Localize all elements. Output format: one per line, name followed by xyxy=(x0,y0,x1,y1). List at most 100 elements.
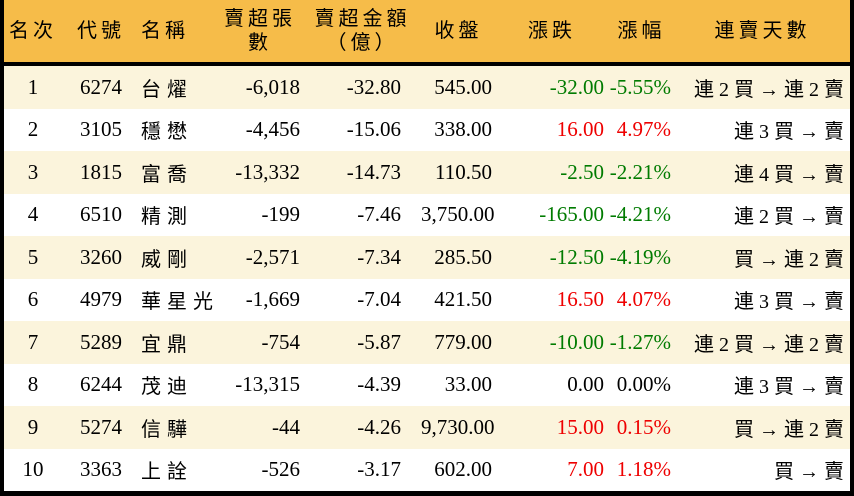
table-row: 3 1815 富喬 -13,332 -14.73 110.50 -2.50 -2.21% 連 4… xyxy=(4,151,850,194)
cell-amount: -7.04 xyxy=(357,287,401,312)
cell-code: 4979 xyxy=(80,287,122,312)
cell-code: 6244 xyxy=(80,372,122,397)
table-row: 4 6510 精測 -199 -7.46 3,750.00 -165.00 -4.21% 連 2… xyxy=(4,193,850,236)
cell-rank: 10 xyxy=(22,457,44,482)
cell-change: -165.00 xyxy=(539,202,604,227)
cell-change: 16.50 xyxy=(556,287,604,312)
cell-change-pct: -5.55% xyxy=(609,74,671,99)
table-row: 9 5274 信驊 -44 -4.26 9,730.00 15.00 0.15% 買 → 連 2… xyxy=(4,406,850,449)
cell-change: -10.00 xyxy=(549,329,604,354)
cell-streak: 買 → 連 2 賣 xyxy=(734,418,844,441)
cell-change: 0.00 xyxy=(567,372,604,397)
table-row: 7 5289 宜鼎 -754 -5.87 779.00 -10.00 -1.27% 連 2 買 … xyxy=(4,321,850,364)
cell-name: 華星光 xyxy=(141,291,219,314)
cell-volume: -13,332 xyxy=(235,159,300,184)
cell-amount: -7.34 xyxy=(357,244,401,269)
cell-amount: -4.26 xyxy=(357,414,401,439)
cell-name: 穩懋 xyxy=(141,121,193,144)
header-close: 收盤 xyxy=(434,20,483,42)
cell-close: 285.50 xyxy=(434,244,492,269)
cell-change-pct: 1.18% xyxy=(616,457,671,482)
cell-streak: 連 2 買 → 賣 xyxy=(734,206,844,229)
cell-rank: 7 xyxy=(27,329,39,354)
header-sell-streak: 連賣天數 xyxy=(714,20,811,42)
table-row: 10 3363 上詮 -526 -3.17 602.00 7.00 1.18% 買 → 賣 xyxy=(4,448,850,491)
table-row: 6 4979 華星光 -1,669 -7.04 421.50 16.50 4.07% 連 3 買… xyxy=(4,278,850,321)
cell-amount: -7.46 xyxy=(357,202,401,227)
cell-streak: 買 → 賣 xyxy=(774,461,844,484)
cell-amount: -3.17 xyxy=(357,457,401,482)
cell-volume: -199 xyxy=(261,202,301,227)
cell-volume: -4,456 xyxy=(245,117,300,142)
cell-code: 3105 xyxy=(80,117,122,142)
cell-code: 6274 xyxy=(80,74,122,99)
table-row: 2 3105 穩懋 -4,456 -15.06 338.00 16.00 4.97% 連 3 買… xyxy=(4,108,850,151)
cell-rank: 1 xyxy=(27,74,39,99)
cell-streak: 連 3 買 → 賣 xyxy=(734,376,844,399)
header-net-sell-amount: 賣超金額 （億） xyxy=(314,8,411,54)
cell-change: -12.50 xyxy=(549,244,604,269)
table-body: 1 6274 台燿 -6,018 -32.80 545.00 -32.00 -5.55% 連 2… xyxy=(4,66,850,491)
cell-change-pct: 4.97% xyxy=(616,117,671,142)
cell-streak: 連 4 買 → 賣 xyxy=(734,163,844,186)
cell-close: 421.50 xyxy=(434,287,492,312)
cell-volume: -2,571 xyxy=(245,244,300,269)
cell-code: 6510 xyxy=(80,202,122,227)
cell-amount: -32.80 xyxy=(346,74,401,99)
cell-change: 16.00 xyxy=(556,117,604,142)
header-change-pct: 漲幅 xyxy=(617,20,666,42)
cell-rank: 9 xyxy=(27,414,39,439)
cell-change-pct: -1.27% xyxy=(609,329,671,354)
cell-close: 3,750.00 xyxy=(421,202,495,227)
cell-name: 台燿 xyxy=(141,78,193,101)
cell-volume: -6,018 xyxy=(245,74,300,99)
cell-change-pct: 0.15% xyxy=(616,414,671,439)
table-header-row: 名次 代號 名稱 賣超張數 賣超金額 （億） 收盤 漲跌 漲幅 連賣天數 xyxy=(4,0,850,62)
cell-close: 338.00 xyxy=(434,117,492,142)
cell-amount: -5.87 xyxy=(357,329,401,354)
cell-rank: 2 xyxy=(27,117,39,142)
cell-rank: 5 xyxy=(27,244,39,269)
cell-change-pct: -2.21% xyxy=(609,159,671,184)
cell-amount: -4.39 xyxy=(357,372,401,397)
cell-name: 富喬 xyxy=(141,163,193,186)
cell-close: 545.00 xyxy=(434,74,492,99)
cell-code: 3363 xyxy=(80,457,122,482)
cell-streak: 買 → 連 2 賣 xyxy=(734,248,844,271)
table-row: 1 6274 台燿 -6,018 -32.80 545.00 -32.00 -5.55% 連 2… xyxy=(4,66,850,109)
cell-close: 9,730.00 xyxy=(421,414,495,439)
cell-volume: -526 xyxy=(261,457,301,482)
cell-change: -2.50 xyxy=(560,159,604,184)
cell-change: 15.00 xyxy=(556,414,604,439)
header-change: 漲跌 xyxy=(528,20,576,42)
cell-volume: -754 xyxy=(261,329,301,354)
cell-rank: 8 xyxy=(27,372,39,397)
cell-rank: 4 xyxy=(27,202,39,227)
cell-streak: 連 2 買 → 連 2 賣 xyxy=(694,78,844,101)
cell-rank: 3 xyxy=(27,159,39,184)
cell-volume: -1,669 xyxy=(245,287,300,312)
cell-volume: -13,315 xyxy=(235,372,300,397)
cell-change: -32.00 xyxy=(549,74,604,99)
cell-rank: 6 xyxy=(27,287,39,312)
cell-amount: -15.06 xyxy=(346,117,401,142)
header-divider xyxy=(4,62,850,66)
cell-close: 602.00 xyxy=(434,457,492,482)
cell-name: 信驊 xyxy=(141,418,193,441)
header-net-sell-volume: 賣超張數 xyxy=(224,8,296,54)
cell-change-pct: -4.19% xyxy=(609,244,671,269)
cell-streak: 連 3 買 → 賣 xyxy=(734,121,844,144)
cell-streak: 連 2 買 → 連 2 賣 xyxy=(694,333,844,356)
cell-streak: 連 3 買 → 賣 xyxy=(734,291,844,314)
cell-volume: -44 xyxy=(272,414,300,439)
cell-code: 5289 xyxy=(80,329,122,354)
cell-name: 上詮 xyxy=(141,461,193,484)
cell-code: 5274 xyxy=(80,414,122,439)
table-row: 8 6244 茂迪 -13,315 -4.39 33.00 0.00 0.00% 連 3 買 →… xyxy=(4,363,850,406)
cell-close: 33.00 xyxy=(444,372,492,397)
cell-change-pct: -4.21% xyxy=(609,202,671,227)
table-row: 5 3260 威剛 -2,571 -7.34 285.50 -12.50 -4.19% 買 → … xyxy=(4,236,850,279)
cell-amount: -14.73 xyxy=(346,159,401,184)
header-name: 名稱 xyxy=(141,20,189,42)
